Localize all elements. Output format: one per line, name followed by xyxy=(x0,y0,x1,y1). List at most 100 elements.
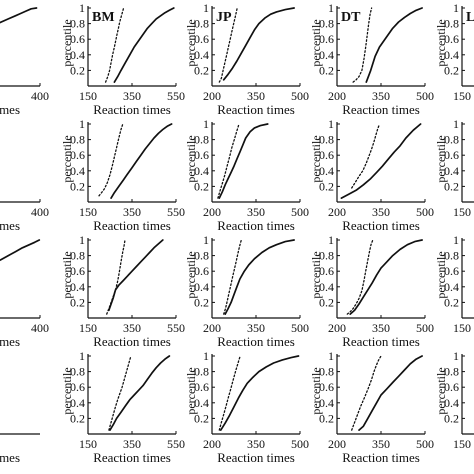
y-tick-label: 0.4 xyxy=(194,396,209,410)
x-axis-label: Reaction times xyxy=(93,334,171,349)
y-tick-label: 0.8 xyxy=(444,365,459,379)
y-tick-label: 0.2 xyxy=(319,63,334,77)
solid-series-line xyxy=(224,239,295,315)
y-tick-label: 0.4 xyxy=(319,396,334,410)
x-axis-label: Reaction times xyxy=(342,334,420,349)
x-tick-label: 500 xyxy=(291,321,309,335)
y-axis-label: percentile xyxy=(184,135,198,182)
solid-series-line xyxy=(110,123,173,199)
y-axis-label: percentile xyxy=(434,19,448,66)
y-tick-label: 0.8 xyxy=(194,249,209,263)
solid-series-line xyxy=(365,7,423,83)
y-axis-label: percentile xyxy=(184,19,198,66)
y-tick-label: 0.6 xyxy=(194,264,209,278)
x-tick-label: 200 xyxy=(203,205,221,219)
y-tick-label: 0.2 xyxy=(444,411,459,425)
x-tick-label: 550 xyxy=(167,437,185,451)
panel-title: L xyxy=(466,10,474,25)
x-tick-label: 350 xyxy=(247,321,265,335)
y-tick-label: 0.4 xyxy=(70,48,85,62)
x-tick-label: 350 xyxy=(123,437,141,451)
solid-series-line xyxy=(113,7,175,83)
x-tick-label: 150 xyxy=(453,437,471,451)
x-tick-label: 150 xyxy=(79,89,97,103)
x-tick-label: 500 xyxy=(416,205,434,219)
y-tick-label: 0.2 xyxy=(444,179,459,193)
y-tick-label: 0.2 xyxy=(319,411,334,425)
x-axis-label: Reaction times xyxy=(93,218,171,233)
y-tick-label: 0.2 xyxy=(194,295,209,309)
y-tick-label: 0.6 xyxy=(194,32,209,46)
y-tick-label: 0.8 xyxy=(194,365,209,379)
y-axis-label: percentile xyxy=(309,19,323,66)
y-axis-label: percentile xyxy=(434,135,448,182)
panel-0-4: 0.20.4 0.60.8 1 percentile 150 L xyxy=(434,1,474,103)
y-tick-label: 1 xyxy=(453,233,459,247)
x-tick-label: 400 xyxy=(31,205,49,219)
x-tick-label: 350 xyxy=(372,205,390,219)
y-tick-label: 0.8 xyxy=(444,249,459,263)
panel-title: BM xyxy=(92,10,115,25)
x-axis-label: ion times xyxy=(0,334,20,349)
y-tick-label: 0.8 xyxy=(444,133,459,147)
y-axis-label: percentile xyxy=(309,135,323,182)
y-tick-label: 0.4 xyxy=(319,280,334,294)
y-axis-label: percentile xyxy=(434,251,448,298)
y-tick-label: 0.8 xyxy=(70,249,85,263)
y-axis-label: percentile xyxy=(184,367,198,414)
y-tick-label: 0.8 xyxy=(319,249,334,263)
x-axis-label: ion times xyxy=(0,450,20,465)
x-tick-label: 200 xyxy=(328,321,346,335)
x-tick-label: 350 xyxy=(247,437,265,451)
y-tick-label: 0.4 xyxy=(444,280,459,294)
x-axis-label: Reaction times xyxy=(342,450,420,465)
y-tick-label: 1 xyxy=(453,1,459,15)
panel-2-0: 0.20.40.60.81percentile400ion times xyxy=(0,239,49,349)
y-tick-label: 0.6 xyxy=(444,148,459,162)
solid-series-line xyxy=(219,355,300,431)
panel-title: JP xyxy=(216,10,232,25)
panel-0-3: 0.20.4 0.60.8 1 percentile 200 350 500Reaction… xyxy=(309,1,434,117)
y-tick-label: 0.2 xyxy=(444,63,459,77)
panel-3-2: 0.20.4 0.60.8 1 percentile 200 350 500Reaction… xyxy=(184,349,309,465)
y-tick-label: 1 xyxy=(328,1,334,15)
y-tick-label: 1 xyxy=(203,117,209,131)
x-tick-label: 500 xyxy=(291,89,309,103)
y-tick-label: 1 xyxy=(453,349,459,363)
panel-0-0: 0.20.40.60.81percentile400ion times xyxy=(0,7,49,117)
x-tick-label: 350 xyxy=(247,205,265,219)
y-tick-label: 0.6 xyxy=(70,380,85,394)
x-axis-label: Reaction times xyxy=(217,102,295,117)
panel-3-4: 0.20.4 0.60.8 1 percentile 150 xyxy=(434,349,474,451)
panel-3-1: 0.20.4 0.60.8 1 percentile 150 350 550Reaction… xyxy=(60,349,185,465)
x-tick-label: 550 xyxy=(167,89,185,103)
panel-3-0: 0.20.40.60.81percentileion times xyxy=(0,433,40,465)
y-tick-label: 0.2 xyxy=(70,63,85,77)
y-tick-label: 1 xyxy=(203,1,209,15)
y-tick-label: 0.4 xyxy=(444,48,459,62)
y-tick-label: 0.6 xyxy=(444,264,459,278)
y-axis-label: percentile xyxy=(60,135,74,182)
x-tick-label: 350 xyxy=(123,205,141,219)
x-tick-label: 500 xyxy=(291,437,309,451)
y-tick-label: 0.8 xyxy=(194,133,209,147)
x-tick-label: 200 xyxy=(203,321,221,335)
x-axis-label: ion times xyxy=(0,218,20,233)
y-tick-label: 0.8 xyxy=(319,365,334,379)
solid-series-line xyxy=(358,355,423,431)
y-tick-label: 1 xyxy=(328,349,334,363)
y-tick-label: 0.6 xyxy=(194,148,209,162)
y-tick-label: 0.4 xyxy=(444,164,459,178)
x-tick-label: 350 xyxy=(372,89,390,103)
x-tick-label: 400 xyxy=(31,89,49,103)
x-tick-label: 550 xyxy=(167,321,185,335)
y-tick-label: 0.8 xyxy=(194,17,209,31)
dotted-series-line xyxy=(218,7,238,83)
panel-1-4: 0.20.4 0.60.8 1 percentile 150 xyxy=(434,117,474,219)
y-axis-label: percentile xyxy=(434,367,448,414)
x-axis-label: Reaction times xyxy=(217,218,295,233)
panel-1-1: 0.20.4 0.60.8 1 percentile 150 350 550Reaction… xyxy=(60,117,185,233)
x-tick-label: 350 xyxy=(247,89,265,103)
y-tick-label: 0.2 xyxy=(70,411,85,425)
